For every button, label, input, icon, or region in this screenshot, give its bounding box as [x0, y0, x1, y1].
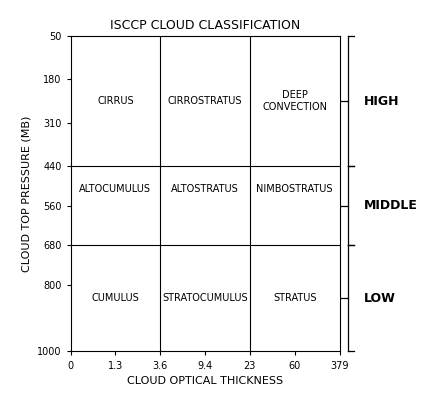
Text: STRATUS: STRATUS [273, 293, 317, 303]
Y-axis label: CLOUD TOP PRESSURE (MB): CLOUD TOP PRESSURE (MB) [22, 116, 31, 272]
Title: ISCCP CLOUD CLASSIFICATION: ISCCP CLOUD CLASSIFICATION [110, 19, 300, 32]
X-axis label: CLOUD OPTICAL THICKNESS: CLOUD OPTICAL THICKNESS [127, 376, 283, 386]
Text: LOW: LOW [364, 292, 396, 305]
Text: HIGH: HIGH [364, 95, 399, 107]
Text: CIRRUS: CIRRUS [97, 96, 134, 106]
Text: MIDDLE: MIDDLE [364, 199, 418, 212]
Text: CUMULUS: CUMULUS [92, 293, 139, 303]
Text: STRATOCUMULUS: STRATOCUMULUS [162, 293, 248, 303]
Text: NIMBOSTRATUS: NIMBOSTRATUS [257, 184, 333, 194]
Text: DEEP
CONVECTION: DEEP CONVECTION [262, 90, 327, 112]
Text: CIRROSTRATUS: CIRROSTRATUS [168, 96, 242, 106]
Text: ALTOSTRATUS: ALTOSTRATUS [171, 184, 239, 194]
Text: ALTOCUMULUS: ALTOCUMULUS [79, 184, 151, 194]
